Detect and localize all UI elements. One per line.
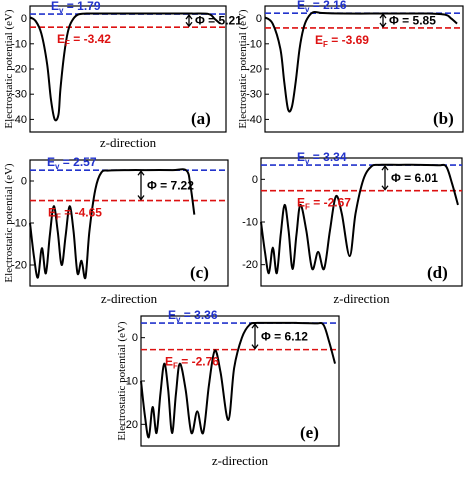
y-tick-label: 0 — [21, 13, 27, 25]
arrow-head-up — [137, 170, 145, 176]
y-tick-label: -20 — [122, 419, 138, 431]
work-function-label: Φ = 6.12 — [261, 329, 308, 343]
panel-label: (a) — [191, 109, 211, 128]
potential-curve — [29, 12, 221, 122]
arrow-head-up — [379, 13, 387, 19]
arrow-head-down — [379, 22, 387, 28]
vacuum-level-label: Ev = 1.79 — [51, 0, 101, 15]
arrow-head-down — [185, 21, 193, 28]
x-axis-title: z-direction — [100, 135, 157, 150]
fermi-level-label: EF = -4.65 — [48, 206, 102, 222]
panel-label: (d) — [427, 263, 448, 282]
work-function-label: Φ = 5.85 — [389, 14, 436, 28]
x-axis-title: z-direction — [212, 453, 269, 468]
y-axis-title: Electrostatic potential (eV) — [116, 321, 128, 440]
work-function-label: Φ = 6.01 — [391, 171, 438, 185]
x-axis-title: z-direction — [333, 291, 390, 306]
fermi-level-label: EF = -3.69 — [315, 33, 369, 49]
y-axis-title: Electrostatic potential (eV) — [3, 9, 15, 128]
arrow-head-up — [381, 164, 389, 171]
y-tick-label: -10 — [11, 38, 27, 50]
vacuum-level-label: Ev = 3.36 — [168, 308, 218, 324]
y-tick-label: 0 — [252, 174, 258, 186]
work-function-label: Φ = 7.22 — [147, 178, 194, 192]
vacuum-level-label: Ev = 2.57 — [47, 155, 97, 171]
potential-curve — [29, 168, 196, 280]
arrow-head-down — [137, 195, 145, 201]
y-tick-label: -10 — [246, 38, 262, 50]
y-tick-label: -20 — [242, 259, 258, 271]
y-axis-title: Electrostatic potential (eV) — [3, 163, 15, 282]
fermi-level-label: EF = -2.67 — [297, 196, 351, 212]
vacuum-level-label: Ev = 2.16 — [297, 0, 347, 14]
arrow-head-up — [185, 14, 193, 20]
arrow-head-down — [251, 344, 259, 350]
y-tick-label: -10 — [122, 376, 138, 388]
y-tick-label: 0 — [256, 13, 262, 25]
x-axis-title: z-direction — [101, 291, 158, 306]
y-tick-label: -30 — [11, 89, 27, 101]
fermi-level-label: EF = -3.42 — [57, 32, 111, 48]
potential-curve — [264, 11, 458, 113]
y-tick-label: -40 — [11, 114, 27, 126]
y-tick-label: -30 — [246, 89, 262, 101]
panel-label: (c) — [190, 263, 209, 282]
y-axis-title: Electrostatic potential (eV) — [237, 9, 249, 128]
y-tick-label: -20 — [246, 64, 262, 76]
arrow-head-down — [381, 185, 389, 191]
y-tick-label: 0 — [21, 176, 27, 188]
arrow-head-up — [251, 323, 259, 329]
y-tick-label: -20 — [11, 260, 27, 272]
y-tick-label: 0 — [132, 332, 138, 344]
y-tick-label: -10 — [11, 218, 27, 230]
fermi-level-label: EF = -2.76 — [165, 355, 219, 371]
y-tick-label: -20 — [11, 64, 27, 76]
y-tick-label: -40 — [246, 114, 262, 126]
potential-curve — [260, 163, 459, 275]
panel-label: (b) — [433, 109, 454, 128]
panel-label: (e) — [300, 423, 319, 442]
work-function-label: Φ = 5.21 — [195, 14, 242, 28]
potential-curve — [140, 321, 337, 439]
y-tick-label: -10 — [242, 217, 258, 229]
vacuum-level-label: Ev = 3.34 — [297, 150, 347, 166]
chart-panel-4: 0 -10 -20 z-direction Φ = 6.01 Ev = 3.34 EF = … — [242, 150, 463, 306]
